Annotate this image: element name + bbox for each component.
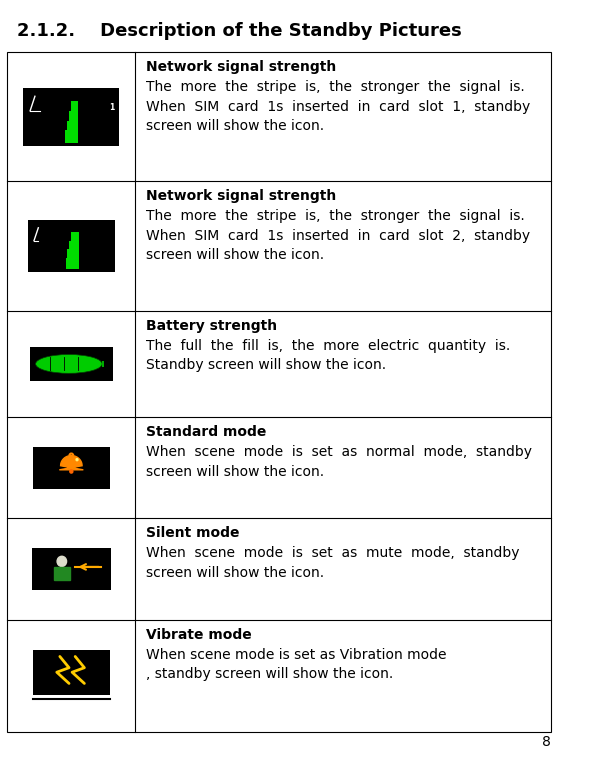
Text: 2.1.2.    Description of the Standby Pictures: 2.1.2. Description of the Standby Pictur… bbox=[17, 22, 462, 40]
Text: Network signal strength: Network signal strength bbox=[147, 60, 337, 74]
Bar bbox=[23, 88, 119, 145]
Bar bbox=[33, 650, 110, 695]
Circle shape bbox=[76, 459, 78, 461]
Text: Battery strength: Battery strength bbox=[147, 319, 278, 332]
Text: When  scene  mode  is  set  as  mute  mode,  standby: When scene mode is set as mute mode, sta… bbox=[147, 547, 520, 560]
Text: screen will show the icon.: screen will show the icon. bbox=[147, 465, 325, 478]
Text: Silent mode: Silent mode bbox=[147, 526, 240, 540]
Text: Vibrate mode: Vibrate mode bbox=[147, 628, 252, 642]
Text: The  more  the  stripe  is,  the  stronger  the  signal  is.: The more the stripe is, the stronger the… bbox=[147, 80, 525, 94]
Text: When  SIM  card  1s  inserted  in  card  slot  1,  standby: When SIM card 1s inserted in card slot 1… bbox=[147, 99, 531, 114]
Bar bbox=[67, 249, 75, 269]
Circle shape bbox=[57, 556, 67, 566]
Bar bbox=[66, 258, 73, 269]
Bar bbox=[28, 220, 115, 272]
Text: screen will show the icon.: screen will show the icon. bbox=[147, 566, 325, 580]
Text: When scene mode is set as Vibration mode: When scene mode is set as Vibration mode bbox=[147, 647, 447, 662]
Bar bbox=[32, 548, 111, 590]
Bar bbox=[71, 101, 78, 143]
Text: Standard mode: Standard mode bbox=[147, 425, 267, 439]
Text: Network signal strength: Network signal strength bbox=[147, 189, 337, 204]
Bar bbox=[67, 120, 75, 143]
Circle shape bbox=[70, 470, 73, 473]
Text: When  scene  mode  is  set  as  normal  mode,  standby: When scene mode is set as normal mode, s… bbox=[147, 445, 532, 459]
Text: The  full  the  fill  is,  the  more  electric  quantity  is.: The full the fill is, the more electric … bbox=[147, 338, 511, 353]
Bar bbox=[102, 361, 104, 366]
Text: The  more  the  stripe  is,  the  stronger  the  signal  is.: The more the stripe is, the stronger the… bbox=[147, 209, 525, 223]
Text: screen will show the icon.: screen will show the icon. bbox=[147, 248, 325, 262]
Text: 1: 1 bbox=[109, 104, 114, 112]
Bar bbox=[71, 232, 79, 269]
Bar bbox=[69, 241, 77, 269]
Polygon shape bbox=[54, 567, 70, 580]
Text: Standby screen will show the icon.: Standby screen will show the icon. bbox=[147, 358, 386, 372]
Bar bbox=[30, 347, 113, 381]
Polygon shape bbox=[59, 456, 84, 470]
Text: When  SIM  card  1s  inserted  in  card  slot  2,  standby: When SIM card 1s inserted in card slot 2… bbox=[147, 229, 531, 243]
Bar bbox=[69, 111, 76, 143]
Text: , standby screen will show the icon.: , standby screen will show the icon. bbox=[147, 667, 394, 681]
Bar bbox=[65, 130, 73, 143]
Text: 8: 8 bbox=[543, 735, 551, 749]
Bar bbox=[7, 52, 551, 732]
Bar bbox=[33, 447, 110, 489]
Ellipse shape bbox=[35, 354, 102, 373]
Text: screen will show the icon.: screen will show the icon. bbox=[147, 119, 325, 133]
